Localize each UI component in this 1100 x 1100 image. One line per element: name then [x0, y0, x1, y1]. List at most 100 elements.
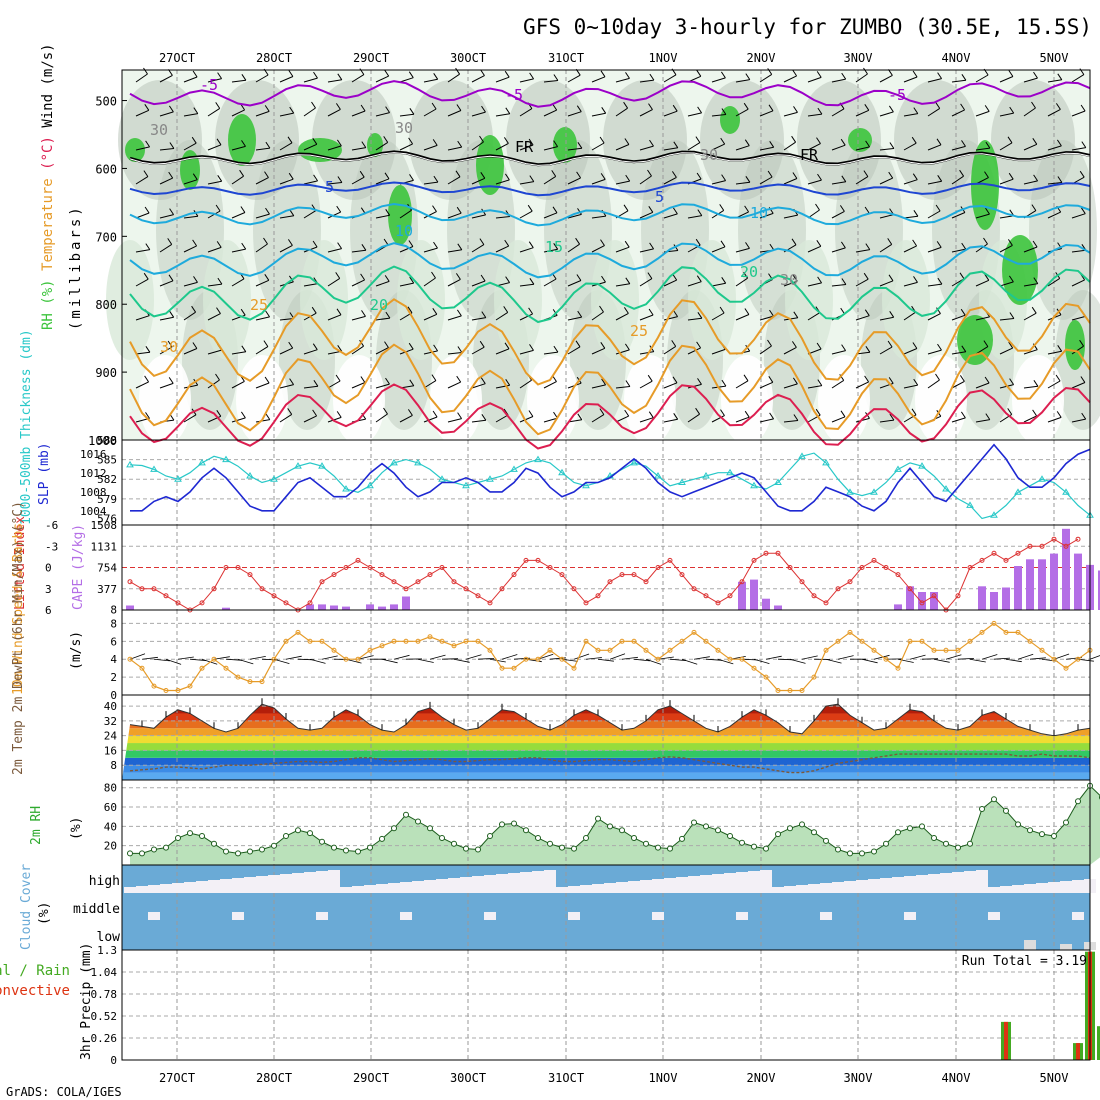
- wind-barb-flag: [288, 341, 294, 349]
- rh2m-point: [955, 844, 961, 851]
- lifted-index-point: [391, 579, 397, 585]
- wind10-point: [679, 638, 685, 644]
- temp-color-band: [122, 704, 1090, 707]
- rh2m-point: [979, 806, 985, 812]
- cape-bar: [342, 606, 350, 610]
- lifted-index-point: [1063, 543, 1069, 549]
- wind-barb-flag: [911, 408, 917, 416]
- lifted-index-tick: 0: [45, 562, 52, 575]
- wind10-panel-frame: [121, 609, 1091, 696]
- thickness-tick: 585: [97, 454, 117, 467]
- wind-barb: [183, 113, 198, 117]
- wind10-barb: [501, 654, 518, 660]
- rh2m-point: [1003, 807, 1009, 814]
- wind-barb: [399, 209, 412, 219]
- cape-bar: [1026, 559, 1034, 610]
- wind-barb-flag: [961, 345, 967, 353]
- temp-color-band: [122, 743, 1090, 751]
- wind-barb-flag: [193, 107, 199, 114]
- wind10-point: [967, 638, 973, 644]
- wind10-point: [511, 665, 517, 671]
- rh2m-point: [415, 818, 421, 825]
- rh2m-point: [643, 840, 649, 847]
- wind-barb: [999, 281, 1014, 287]
- cloud-middle-bar: [232, 912, 244, 920]
- wind-barb-flag: [793, 311, 799, 319]
- wind-barb: [327, 380, 341, 389]
- cloud-high-bar: [1000, 886, 1012, 893]
- wind-barb-flag: [1080, 207, 1086, 214]
- rh2m-point: [271, 842, 277, 849]
- contour-label: 10: [750, 204, 768, 222]
- thickness-point: [294, 462, 302, 469]
- lifted-index-point: [235, 565, 241, 570]
- rh-contour-fill: [1012, 355, 1064, 445]
- wind10-point: [571, 665, 577, 671]
- wind-barb-flag: [864, 206, 870, 214]
- cloud-high-bar: [256, 876, 268, 893]
- thickness-point: [534, 455, 542, 463]
- wind-barb: [207, 415, 222, 423]
- wind-barb: [303, 349, 318, 355]
- upper-label-part: RH (%): [40, 271, 56, 330]
- wind-barb: [159, 177, 173, 185]
- wind-barb-flag: [385, 311, 391, 319]
- wind-barb-flag: [528, 241, 534, 248]
- wind-barb: [207, 349, 222, 355]
- wind-barb-flag: [313, 380, 319, 387]
- temp-color-band: [122, 757, 1090, 766]
- wind10-point: [487, 647, 493, 653]
- pressure-tick: 900: [95, 366, 117, 380]
- wind-barb: [855, 381, 869, 389]
- cloud-high-bar: [448, 878, 460, 893]
- wind-barb: [231, 212, 246, 219]
- wind-barb-flag: [601, 107, 607, 114]
- cloud-high-bar: [892, 877, 904, 893]
- wind-barb-flag: [937, 343, 942, 351]
- wind-barb: [255, 419, 270, 423]
- wind-barb-flag: [577, 310, 583, 318]
- thickness-point: [558, 468, 566, 476]
- wind-barb: [159, 214, 174, 219]
- wind-barb-flag: [289, 209, 295, 217]
- rh2m-point: [139, 850, 145, 857]
- cloud-high-bar: [496, 874, 508, 893]
- grid: [122, 70, 1090, 1060]
- wind10-tick: 4: [110, 653, 117, 666]
- thickness-point: [126, 460, 134, 468]
- lifted-index-point: [307, 600, 313, 606]
- rh-contour-fill: [300, 240, 348, 360]
- wind-barb: [399, 246, 414, 253]
- wind-barb: [1071, 74, 1085, 83]
- wind-barb-flag: [1055, 374, 1061, 382]
- wind-barb-flag: [1079, 339, 1085, 347]
- lifted-index-point: [727, 593, 733, 599]
- wind-barb: [831, 108, 845, 117]
- wind-barb: [327, 108, 341, 117]
- wind-barb-flag: [481, 414, 487, 421]
- cape-bar: [318, 604, 326, 610]
- wind-barb: [351, 382, 366, 389]
- wind-barb-flag: [144, 375, 150, 383]
- wind10-barb: [129, 653, 146, 660]
- rh2m-point: [763, 845, 769, 852]
- cloud-high-bar: [400, 882, 412, 893]
- wind-barb-flag: [672, 207, 678, 215]
- wind-barb-flag: [527, 204, 533, 212]
- rh-contour-fill: [215, 80, 299, 200]
- thickness-point: [1014, 488, 1022, 495]
- rh-contour-fill: [1065, 320, 1085, 370]
- lifted-index-tick: -3: [45, 540, 58, 553]
- wind-barb-flag: [720, 71, 726, 79]
- lifted-index-point: [475, 593, 481, 599]
- wind10-barb: [453, 658, 470, 663]
- wind-barb: [759, 315, 774, 321]
- wind-barb: [447, 146, 462, 151]
- wind-barb-flag: [217, 175, 223, 182]
- wind-barb: [759, 146, 774, 151]
- wind-barb-flag: [455, 67, 461, 75]
- wind-barb-flag: [288, 70, 294, 77]
- rh2m-point: [871, 848, 877, 855]
- temp-contour-15: [129, 242, 1091, 279]
- wind-barb-flag: [937, 277, 943, 285]
